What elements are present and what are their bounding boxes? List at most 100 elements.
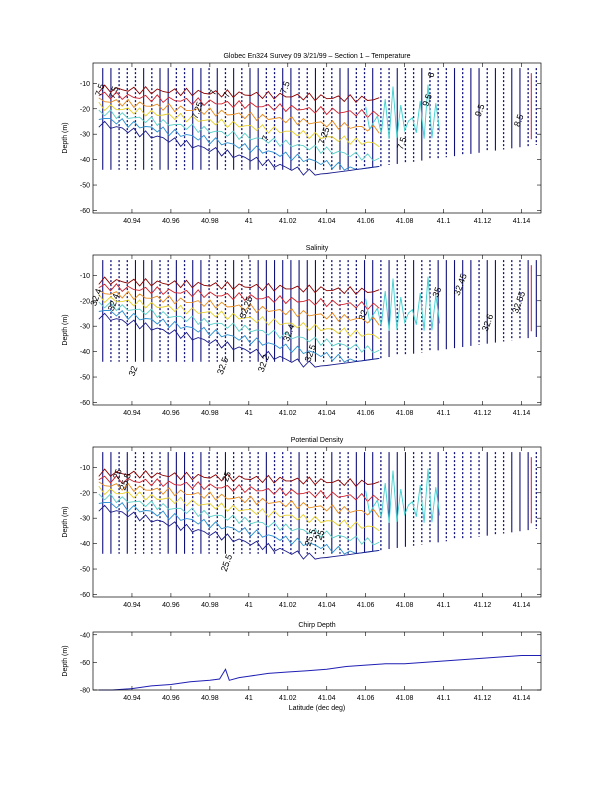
x-tick-label: 41.1	[437, 218, 451, 225]
contour-label: 6	[425, 71, 436, 79]
contour-line	[98, 301, 380, 354]
x-tick-label: 40.98	[201, 695, 219, 702]
x-tick-label: 41.02	[279, 218, 297, 225]
contour-label: 7.5	[395, 136, 409, 151]
y-axis-label: Depth (m)	[62, 506, 69, 537]
x-tick-label: 41.02	[279, 602, 297, 609]
y-tick-label: -10	[80, 465, 90, 472]
contour-label: 7	[221, 91, 232, 99]
contour-line	[98, 283, 380, 311]
y-tick-label: -30	[80, 132, 90, 139]
y-tick-label: -20	[80, 106, 90, 113]
y-axis-label: Depth (m)	[62, 314, 69, 345]
contour-line	[98, 493, 380, 546]
panel-3: Chirp Depth Depth (m) Latitude (dec deg) 40…	[62, 622, 542, 712]
y-tick-label: -50	[80, 567, 90, 574]
contour-line	[98, 289, 380, 326]
contour-label: 7.5	[93, 82, 107, 97]
x-tick-label: 41.04	[318, 602, 336, 609]
x-tick-label: 41.08	[396, 602, 414, 609]
y-tick-label: -20	[80, 298, 90, 305]
contour-label: 8.5	[512, 113, 526, 128]
y-axis-label: Depth (m)	[62, 122, 69, 153]
x-tick-label: 40.98	[201, 218, 219, 225]
axes-frame	[92, 62, 542, 214]
contour-line	[365, 276, 441, 331]
contour-line	[98, 276, 380, 295]
x-tick-label: 41	[245, 695, 253, 702]
panel-title: Potential Density	[291, 437, 344, 444]
contour-line	[98, 501, 380, 555]
contour-line	[98, 312, 380, 368]
x-axis-label: Latitude (dec deg)	[289, 705, 345, 712]
contour-label: 25.5	[219, 553, 234, 573]
contour-label: 7.25	[190, 100, 205, 120]
contour-line	[98, 481, 380, 518]
contour-label: 32	[127, 365, 140, 378]
panel-title: Chirp Depth	[298, 622, 335, 629]
y-tick-label: -50	[80, 375, 90, 382]
contour-label: 7	[260, 134, 271, 142]
panel-0: Globec En324 Survey 09 3/21/99 – Section…	[62, 53, 542, 225]
x-tick-label: 41.1	[437, 695, 451, 702]
contour-line	[98, 504, 380, 560]
contour-label: 7.5	[278, 80, 292, 95]
contour-line	[98, 101, 380, 148]
contour-line	[98, 117, 380, 171]
contour-line	[98, 485, 380, 532]
x-tick-label: 41.02	[279, 410, 297, 417]
contour-line	[98, 293, 380, 340]
y-tick-label: -40	[80, 157, 90, 164]
x-tick-label: 40.94	[123, 218, 141, 225]
contour-line	[365, 84, 441, 139]
contour-label: 25	[220, 470, 233, 483]
contour-label: 9.5	[473, 103, 487, 118]
contour-line	[98, 475, 380, 503]
y-tick-label: -20	[80, 490, 90, 497]
x-tick-label: 40.96	[162, 410, 180, 417]
y-tick-label: -10	[80, 81, 90, 88]
contour-line	[98, 120, 380, 176]
contour-label: 9.5	[420, 93, 434, 108]
contour-label: 7.5	[107, 85, 121, 100]
contour-label: 32	[356, 309, 369, 322]
contour-label: 32.25	[237, 295, 254, 320]
axes-frame	[92, 254, 542, 406]
x-tick-label: 41.06	[357, 218, 375, 225]
x-tick-label: 41.12	[474, 695, 492, 702]
x-tick-label: 40.94	[123, 695, 141, 702]
contour-label: 32.6	[480, 313, 495, 333]
x-tick-label: 41.06	[357, 410, 375, 417]
y-tick-label: -40	[80, 632, 90, 639]
x-tick-label: 41.04	[318, 410, 336, 417]
y-tick-label: -60	[80, 400, 90, 407]
contour-line	[98, 109, 380, 162]
contour-label: 25	[111, 468, 124, 481]
x-tick-label: 41.14	[513, 218, 531, 225]
y-tick-label: -30	[80, 516, 90, 523]
y-tick-label: -40	[80, 349, 90, 356]
x-tick-label: 41.12	[474, 602, 492, 609]
x-tick-label: 41.04	[318, 218, 336, 225]
x-tick-label: 41.08	[396, 695, 414, 702]
x-tick-label: 41.06	[357, 602, 375, 609]
contour-label: 7.25	[316, 126, 331, 146]
contour-label: 32.55	[510, 290, 527, 315]
x-tick-label: 40.96	[162, 602, 180, 609]
y-tick-label: -10	[80, 273, 90, 280]
contour-label: 35	[430, 286, 443, 299]
x-tick-label: 41.14	[513, 695, 531, 702]
x-tick-label: 41.14	[513, 602, 531, 609]
y-tick-label: -60	[80, 660, 90, 667]
contour-label: 32.4	[281, 323, 296, 343]
contour-line	[98, 309, 380, 363]
x-tick-label: 41.1	[437, 410, 451, 417]
panel-title: Salinity	[306, 245, 329, 252]
y-tick-label: -80	[80, 688, 90, 695]
contour-line	[98, 468, 380, 487]
x-tick-label: 41.08	[396, 218, 414, 225]
axes-frame	[92, 446, 542, 598]
x-tick-label: 41.02	[279, 695, 297, 702]
